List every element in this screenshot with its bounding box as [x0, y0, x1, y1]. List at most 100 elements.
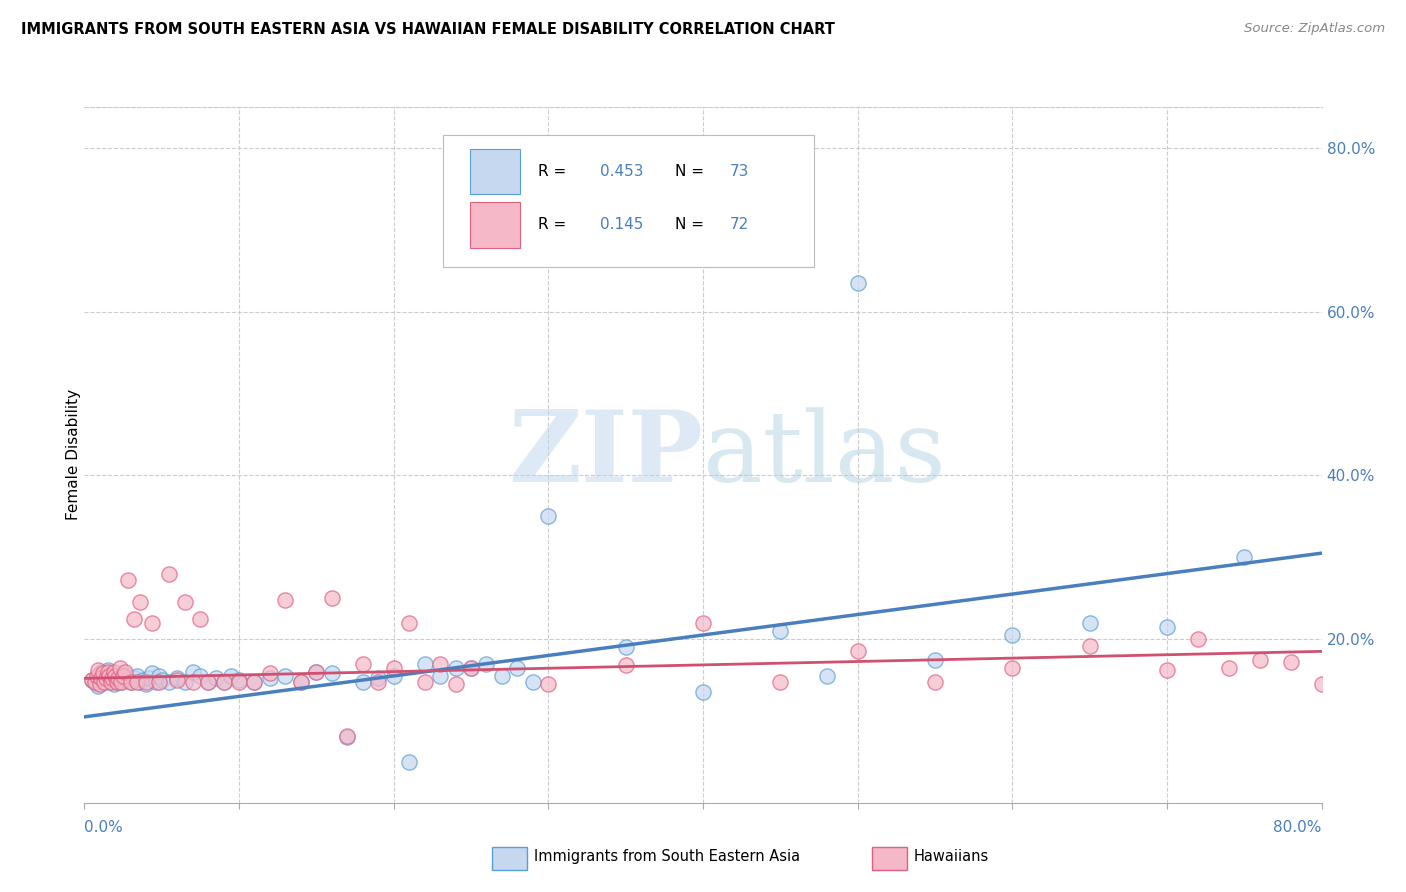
Point: [475, 657, 498, 671]
Text: Source: ZipAtlas.com: Source: ZipAtlas.com: [1244, 22, 1385, 36]
Point: [1279, 655, 1302, 669]
Point: [97, 663, 120, 677]
Point: [305, 665, 328, 679]
Point: [129, 595, 152, 609]
Point: [188, 669, 212, 683]
Point: [352, 657, 374, 671]
Point: [259, 666, 281, 681]
Point: [89, 669, 111, 683]
Point: [93, 674, 115, 689]
Point: [107, 669, 129, 683]
Point: [1341, 669, 1364, 683]
Point: [125, 674, 148, 689]
Point: [125, 669, 148, 683]
Point: [98, 675, 121, 690]
Point: [336, 731, 359, 745]
Text: N =: N =: [675, 164, 709, 179]
Point: [104, 669, 127, 683]
Point: [692, 685, 714, 699]
Point: [413, 657, 436, 671]
Point: [110, 674, 132, 689]
Point: [174, 595, 197, 609]
Point: [101, 666, 124, 681]
Text: Hawaiians: Hawaiians: [914, 849, 990, 863]
Point: [367, 674, 389, 689]
Point: [120, 674, 142, 689]
Point: [174, 674, 197, 689]
Point: [429, 669, 451, 683]
Text: 80.0%: 80.0%: [1274, 821, 1322, 835]
Point: [382, 669, 405, 683]
Point: [97, 665, 120, 679]
Point: [1218, 661, 1240, 675]
Point: [205, 672, 228, 686]
Point: [135, 677, 157, 691]
Point: [132, 673, 155, 687]
Point: [117, 573, 139, 587]
Text: Immigrants from South Eastern Asia: Immigrants from South Eastern Asia: [534, 849, 800, 863]
Point: [924, 652, 946, 666]
Point: [614, 658, 637, 673]
Point: [87, 679, 110, 693]
Point: [87, 663, 110, 677]
Point: [150, 673, 173, 687]
Point: [82, 673, 104, 687]
Point: [259, 672, 281, 686]
Point: [846, 644, 869, 658]
Point: [460, 661, 482, 675]
Point: [1310, 677, 1333, 691]
Point: [336, 729, 359, 743]
Point: [159, 674, 181, 689]
Point: [117, 673, 139, 687]
Point: [522, 674, 544, 689]
Point: [90, 665, 112, 679]
Point: [290, 674, 312, 689]
Point: [815, 669, 838, 683]
Text: 72: 72: [730, 218, 749, 233]
Point: [352, 674, 374, 689]
Point: [398, 615, 420, 630]
Point: [129, 674, 152, 689]
Point: [1357, 663, 1379, 677]
Point: [290, 674, 312, 689]
Text: atlas: atlas: [703, 407, 946, 503]
Point: [614, 640, 637, 655]
Point: [181, 665, 204, 679]
Point: [1403, 663, 1406, 677]
Point: [460, 661, 482, 675]
Text: 0.145: 0.145: [600, 218, 644, 233]
Point: [413, 674, 436, 689]
Point: [108, 661, 131, 675]
Text: 0.0%: 0.0%: [84, 821, 124, 835]
Point: [148, 669, 170, 683]
Point: [769, 624, 792, 638]
Point: [94, 669, 117, 683]
Point: [114, 668, 136, 682]
Point: [122, 612, 145, 626]
Text: ZIP: ZIP: [508, 407, 703, 503]
Point: [367, 672, 389, 686]
Point: [91, 672, 114, 686]
Point: [444, 661, 467, 675]
Point: [94, 672, 117, 686]
Point: [692, 615, 714, 630]
Text: R =: R =: [538, 218, 572, 233]
Point: [166, 673, 188, 687]
Bar: [471, 202, 520, 248]
Point: [181, 674, 204, 689]
Point: [228, 673, 250, 687]
Point: [1078, 639, 1101, 653]
Point: [103, 677, 125, 691]
Point: [1326, 674, 1348, 689]
Bar: [471, 149, 520, 194]
Point: [1187, 632, 1209, 646]
Point: [429, 657, 451, 671]
Point: [1001, 661, 1024, 675]
Point: [138, 672, 160, 686]
Point: [86, 669, 108, 683]
Point: [846, 276, 869, 290]
Point: [321, 666, 343, 681]
Point: [100, 674, 122, 689]
Point: [1156, 620, 1178, 634]
Point: [112, 669, 135, 683]
